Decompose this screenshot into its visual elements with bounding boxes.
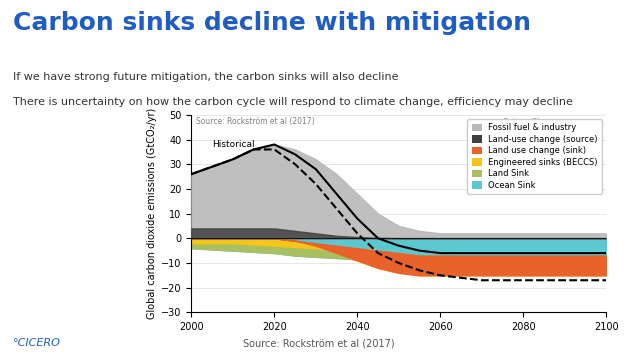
Y-axis label: Global carbon dioxide emissions (GtCO₂/yr): Global carbon dioxide emissions (GtCO₂/y… xyxy=(147,108,157,319)
Text: If we have strong future mitigation, the carbon sinks will also decline: If we have strong future mitigation, the… xyxy=(13,72,398,82)
Text: Source: Rockström et al (2017): Source: Rockström et al (2017) xyxy=(196,117,314,126)
Text: Source: Rockström et al (2017): Source: Rockström et al (2017) xyxy=(243,338,395,348)
Legend: Fossil fuel & industry, Land-use change (source), Land use change (sink), Engine: Fossil fuel & industry, Land-use change … xyxy=(468,119,602,194)
Text: There is uncertainty on how the carbon cycle will respond to climate change, eff: There is uncertainty on how the carbon c… xyxy=(13,97,573,107)
Text: @Peters_Glen: @Peters_Glen xyxy=(496,117,550,126)
Text: Carbon sinks decline with mitigation: Carbon sinks decline with mitigation xyxy=(13,11,531,35)
Text: °CICERO: °CICERO xyxy=(13,338,61,348)
Text: Historical: Historical xyxy=(212,140,255,149)
